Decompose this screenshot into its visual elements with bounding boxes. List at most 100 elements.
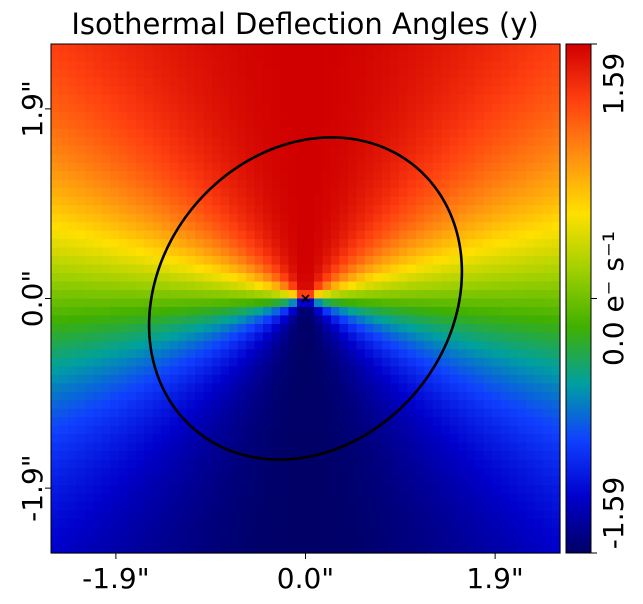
heatmap-cell (118, 434, 128, 444)
heatmap-cell (212, 94, 222, 104)
heatmap-cell (84, 485, 95, 495)
heatmap-cell (441, 111, 451, 121)
heatmap-cell (101, 315, 111, 325)
heatmap-cell (203, 349, 213, 359)
heatmap-cell (178, 298, 188, 308)
heatmap-cell (407, 281, 417, 291)
heatmap-cell (543, 323, 553, 334)
heatmap-cell (483, 188, 493, 198)
heatmap-cell (449, 86, 459, 96)
heatmap-cell (127, 544, 137, 554)
heatmap-cell (517, 205, 527, 215)
heatmap-cell (500, 536, 510, 546)
heatmap-cell (483, 536, 493, 546)
heatmap-cell (84, 256, 95, 266)
heatmap-cell (84, 264, 95, 274)
heatmap-cell (288, 239, 298, 249)
heatmap-cell (254, 256, 264, 266)
heatmap-cell (212, 213, 222, 223)
heatmap-cell (195, 77, 205, 88)
heatmap-cell (152, 544, 162, 554)
heatmap-cell (424, 357, 434, 367)
heatmap-cell (466, 111, 476, 121)
heatmap-cell (67, 154, 78, 164)
heatmap-cell (263, 349, 273, 359)
heatmap-cell (500, 400, 510, 410)
heatmap-cell (415, 485, 425, 495)
heatmap-cell (381, 60, 391, 71)
heatmap-cell (424, 519, 434, 529)
heatmap-cell (466, 323, 476, 334)
heatmap-cell (152, 230, 162, 240)
heatmap-cell (297, 502, 307, 512)
heatmap-cell (407, 111, 417, 121)
heatmap-cell (322, 493, 332, 503)
heatmap-cell (449, 493, 459, 503)
heatmap-cell (551, 188, 561, 198)
heatmap-cell (212, 77, 222, 88)
heatmap-cell (551, 442, 561, 452)
heatmap-cell (492, 442, 502, 452)
heatmap-cell (424, 349, 434, 359)
heatmap-cell (93, 315, 103, 325)
heatmap-cell (178, 485, 188, 495)
heatmap-cell (152, 527, 162, 537)
heatmap-cell (356, 222, 366, 232)
heatmap-cell (543, 298, 553, 308)
heatmap-cell (441, 281, 451, 291)
heatmap-cell (110, 120, 120, 130)
heatmap-cell (246, 400, 256, 410)
heatmap-cell (424, 323, 434, 334)
heatmap-cell (195, 222, 205, 232)
heatmap-cell (297, 544, 307, 554)
heatmap-cell (169, 502, 179, 512)
heatmap-cell (203, 281, 213, 291)
heatmap-cell (288, 298, 298, 308)
heatmap-cell (118, 366, 128, 376)
heatmap-cell (229, 94, 239, 104)
heatmap-cell (118, 323, 128, 334)
heatmap-cell (84, 188, 95, 198)
heatmap-cell (483, 374, 493, 384)
heatmap-cell (424, 451, 434, 461)
heatmap-cell (229, 493, 239, 503)
heatmap-cell (93, 281, 103, 291)
heatmap-cell (356, 247, 366, 257)
heatmap-cell (534, 222, 544, 232)
heatmap-cell (390, 383, 400, 393)
heatmap-cell (339, 162, 349, 172)
heatmap-cell (280, 340, 290, 350)
heatmap-cell (297, 485, 307, 495)
heatmap-cell (543, 332, 553, 342)
heatmap-cell (330, 306, 341, 317)
heatmap-cell (330, 205, 341, 215)
heatmap-cell (500, 332, 510, 342)
heatmap-cell (339, 94, 349, 104)
heatmap-cell (517, 502, 527, 512)
heatmap-cell (466, 145, 476, 155)
heatmap-cell (67, 281, 78, 291)
heatmap-cell (84, 391, 95, 401)
heatmap-cell (297, 366, 307, 376)
heatmap-cell (424, 213, 434, 223)
heatmap-cell (509, 527, 519, 537)
chart-title: Isothermal Deflection Angles (y) (71, 7, 538, 41)
heatmap-cell (246, 103, 256, 113)
heatmap-cell (135, 239, 145, 249)
heatmap-cell (212, 145, 222, 155)
heatmap-cell (280, 425, 290, 435)
heatmap-cell (305, 425, 315, 435)
heatmap-cell (330, 417, 341, 427)
heatmap-cell (186, 332, 196, 342)
heatmap-cell (84, 400, 95, 410)
heatmap-cell (220, 383, 230, 393)
heatmap-cell (288, 544, 298, 554)
heatmap-cell (356, 502, 366, 512)
heatmap-cell (373, 264, 383, 274)
heatmap-cell (551, 544, 561, 554)
heatmap-cell (313, 425, 324, 435)
heatmap-cell (135, 442, 145, 452)
heatmap-cell (432, 128, 442, 138)
heatmap-cell (424, 273, 434, 283)
heatmap-cell (313, 544, 324, 554)
